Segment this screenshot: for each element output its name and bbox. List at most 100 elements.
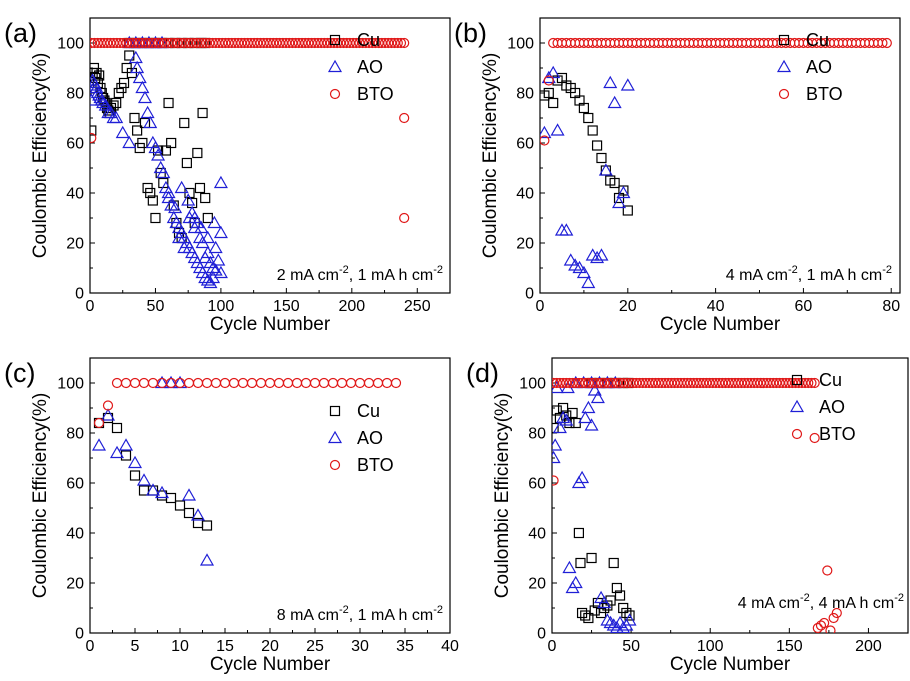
- legend-marker-ao: [789, 399, 805, 413]
- point-bto: [399, 37, 410, 49]
- point-ao: [562, 560, 577, 574]
- point-cu: [118, 77, 130, 89]
- point-bto: [120, 377, 132, 389]
- point-ao: [168, 200, 183, 214]
- data-area: [540, 37, 892, 289]
- legend: Cu AO BTO: [327, 401, 394, 475]
- x-tick-label: 0: [536, 298, 545, 315]
- point-cu: [137, 137, 148, 149]
- point-bto: [363, 377, 375, 389]
- point-ao: [552, 420, 567, 434]
- legend-label-cu: Cu: [806, 30, 829, 50]
- point-ao: [559, 413, 574, 426]
- y-tick-label: 100: [507, 36, 534, 53]
- point-cu: [129, 470, 141, 481]
- point-ao: [563, 253, 578, 266]
- y-axis-label: Coulombic Efficiency(%): [30, 53, 51, 259]
- x-tick-label: 40: [441, 638, 459, 655]
- legend: Cu AO BTO: [789, 370, 856, 444]
- point-bto: [93, 417, 105, 429]
- point-cu: [202, 212, 213, 224]
- point-cu: [587, 125, 598, 136]
- legend-marker-ao: [776, 59, 792, 73]
- point-bto: [90, 132, 97, 144]
- point-ao: [192, 230, 207, 244]
- point-cu: [90, 125, 97, 136]
- legend-label-ao: AO: [819, 397, 845, 417]
- point-ao: [598, 163, 613, 176]
- point-cu: [609, 177, 620, 189]
- legend-marker-cu: [329, 34, 341, 46]
- y-tick-label: 0: [75, 626, 84, 643]
- point-ao: [203, 255, 218, 269]
- condition-annotation: 4 mA cm-2, 4 mA h cm-2: [738, 592, 904, 612]
- legend: Cu AO BTO: [327, 30, 394, 104]
- point-bto: [237, 377, 249, 389]
- point-ao: [198, 270, 213, 284]
- x-tick-label: 150: [273, 298, 300, 315]
- point-bto: [300, 377, 312, 389]
- y-tick-label: 40: [528, 526, 546, 543]
- x-axis-label: Cycle Number: [670, 654, 791, 675]
- point-bto: [552, 475, 559, 486]
- point-bto: [138, 377, 150, 389]
- panel-c: 0 5 10 15 20 25 30 35 40 0 20 40 60 80 100 Cycle Number…: [4, 357, 459, 675]
- plot-frame: [89, 17, 451, 294]
- point-ao: [136, 473, 152, 486]
- point-ao: [128, 50, 143, 64]
- point-bto: [228, 377, 240, 389]
- y-tick-label: 60: [528, 476, 546, 493]
- point-cu: [200, 192, 211, 204]
- x-tick-label: 15: [216, 638, 234, 655]
- x-tick-label: 0: [548, 638, 557, 655]
- point-cu: [575, 557, 586, 569]
- point-cu: [120, 450, 132, 461]
- y-tick-label: 20: [516, 236, 534, 253]
- point-cu: [174, 500, 186, 511]
- legend-label-bto: BTO: [357, 455, 394, 475]
- point-ao: [207, 215, 222, 229]
- point-ao: [213, 175, 228, 189]
- legend-marker-ao: [327, 430, 343, 444]
- point-ao: [611, 195, 627, 209]
- point-ao: [140, 105, 155, 119]
- point-ao: [581, 275, 596, 289]
- point-bto: [282, 377, 294, 389]
- point-bto: [354, 377, 366, 389]
- point-bto: [273, 377, 285, 389]
- point-bto: [825, 625, 836, 633]
- panel-b: 0 20 40 60 80 0 20 40 60 80 100 Cycle Number Coulomb…: [454, 17, 901, 335]
- x-tick-label: 60: [795, 298, 813, 315]
- point-bto: [318, 377, 330, 389]
- point-bto: [102, 400, 114, 411]
- point-cu: [573, 527, 584, 539]
- point-bto: [381, 377, 393, 389]
- point-cu: [166, 137, 177, 149]
- x-tick-label: 200: [855, 638, 882, 655]
- point-ao: [198, 250, 213, 264]
- y-tick-label: 60: [66, 476, 84, 493]
- point-ao: [109, 110, 124, 124]
- x-tick-label: 20: [619, 298, 637, 315]
- panel-label: (d): [466, 358, 499, 388]
- x-axis-label: Cycle Number: [210, 314, 331, 335]
- point-ao: [597, 595, 612, 609]
- legend-marker-bto: [329, 88, 341, 100]
- point-cu: [583, 112, 594, 124]
- point-ao: [171, 230, 187, 244]
- point-ao: [151, 148, 166, 161]
- plot-frame: [539, 17, 901, 294]
- y-tick-label: 60: [516, 136, 534, 153]
- point-bto: [812, 622, 823, 633]
- x-axis-label: Cycle Number: [660, 314, 781, 335]
- y-tick-label: 40: [66, 186, 84, 203]
- condition-annotation: 2 mA cm-2, 1 mA h cm-2: [277, 264, 443, 284]
- point-bto: [246, 377, 258, 389]
- legend-marker-cu: [778, 34, 790, 46]
- point-bto: [809, 432, 820, 444]
- y-tick-label: 80: [66, 86, 84, 103]
- point-ao: [576, 265, 591, 279]
- legend-label-bto: BTO: [819, 424, 856, 444]
- point-ao: [137, 90, 153, 104]
